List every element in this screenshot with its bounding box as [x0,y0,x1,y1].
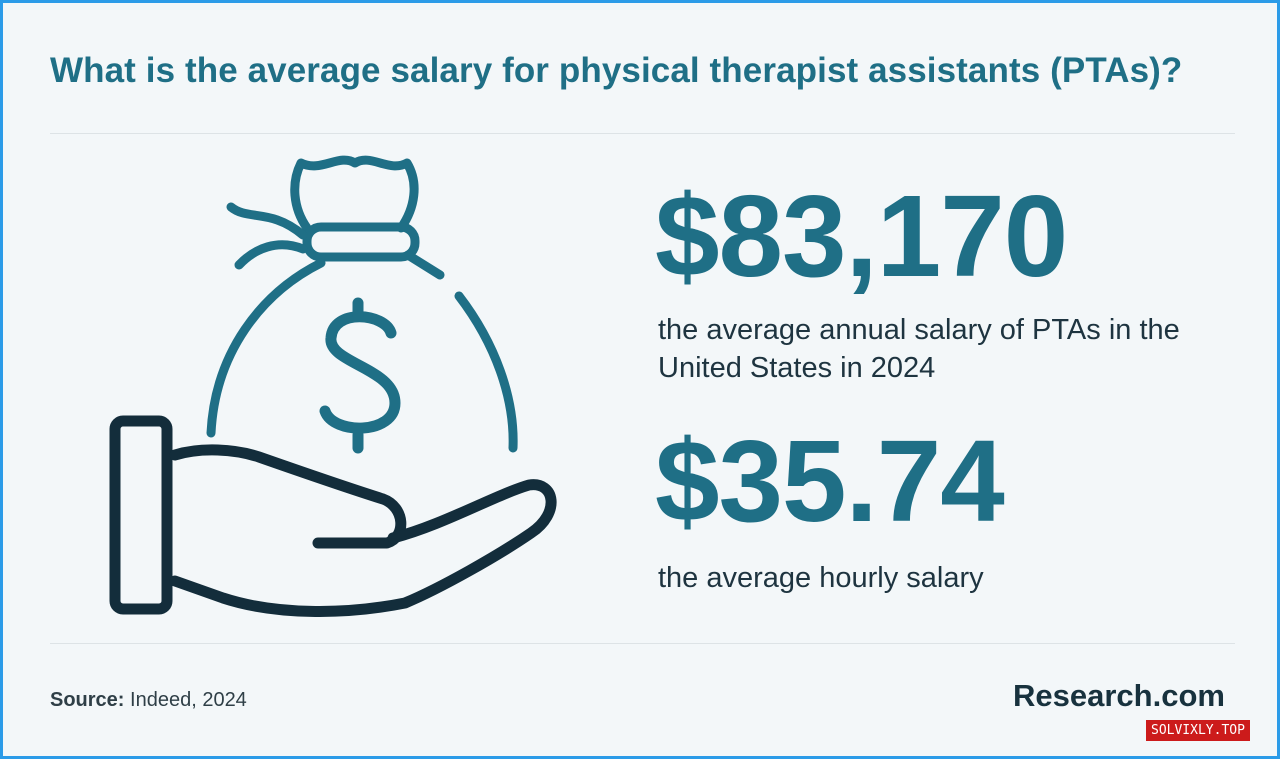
source-note: Source: Indeed, 2024 [50,689,247,712]
hourly-salary-value: $35.74 [655,416,1005,546]
money-bag-in-hand-icon [109,155,557,617]
infographic-title: What is the average salary for physical … [50,51,1183,90]
hourly-salary-description: the average hourly salary [658,562,984,594]
brand-logo: Research.com [1013,678,1225,713]
source-label: Source: [50,689,125,711]
annual-salary-value: $83,170 [655,171,1068,301]
watermark-badge: SOLVIXLY.TOP [1146,720,1250,741]
source-text: Indeed, 2024 [130,689,247,711]
annual-salary-description: the average annual salary of PTAs in the… [658,314,1180,384]
bottom-divider [50,643,1235,644]
top-divider [50,133,1235,134]
